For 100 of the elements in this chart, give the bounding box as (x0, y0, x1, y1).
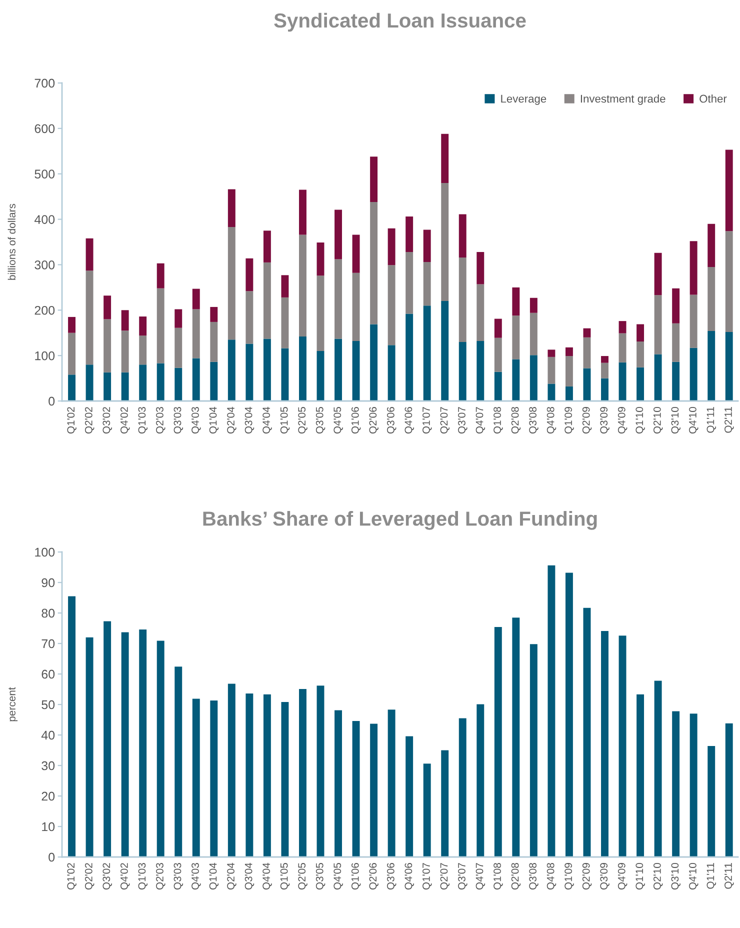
x-tick-label: Q1'04 (209, 862, 219, 890)
bar (104, 621, 112, 857)
bar (139, 316, 147, 336)
chart-title: Syndicated Loan Issuance (274, 12, 526, 32)
bar (281, 297, 289, 348)
bar (228, 189, 236, 228)
bar (228, 340, 236, 401)
bar (263, 338, 271, 401)
y-tick-label: 70 (42, 639, 55, 648)
bar (299, 234, 306, 336)
y-tick-label: 40 (41, 730, 55, 740)
y-tick-label: 50 (42, 700, 55, 710)
y-axis-title: billions of dollars (8, 204, 16, 280)
bar (494, 372, 502, 401)
bar (192, 288, 200, 310)
x-tick-label: Q2'02 (84, 863, 94, 890)
bar (423, 764, 431, 857)
bar (618, 321, 626, 334)
bar (406, 216, 414, 252)
bar (441, 301, 449, 401)
x-tick-label: Q3'07 (458, 863, 468, 890)
y-tick-label: 100 (35, 548, 55, 557)
x-tick-label: Q4'03 (192, 407, 201, 434)
bar (388, 710, 396, 857)
bar (246, 694, 254, 857)
bar (423, 306, 431, 401)
bar (583, 368, 591, 401)
bar (583, 328, 591, 338)
x-tick-label: Q3'06 (386, 407, 396, 434)
bar (263, 262, 271, 339)
x-tick-label: Q1'08 (494, 863, 503, 890)
bar (86, 637, 94, 857)
bar (263, 230, 271, 262)
x-tick-label: Q2'05 (298, 406, 308, 434)
x-tick-label: Q1'05 (280, 862, 290, 890)
x-tick-label: Q3'07 (458, 407, 468, 434)
bar (86, 364, 94, 401)
bar (725, 231, 733, 332)
bar (618, 333, 626, 362)
bar (352, 234, 360, 273)
bar (476, 341, 484, 401)
bar (530, 298, 538, 313)
x-tick-label: Q1'11 (706, 407, 716, 433)
x-tick-label: Q1'07 (422, 407, 432, 434)
bar (156, 363, 164, 401)
bar (512, 618, 520, 857)
y-tick-label: 10 (42, 822, 55, 832)
y-tick-label: 0 (48, 852, 55, 862)
bar (530, 644, 538, 857)
bar (210, 306, 218, 322)
bar (192, 698, 200, 857)
x-tick-label: Q2'08 (511, 863, 521, 890)
bar (299, 336, 306, 401)
x-tick-label: Q3'06 (386, 863, 396, 890)
x-tick-label: Q2'07 (440, 863, 450, 890)
x-tick-label: Q4'04 (262, 406, 272, 434)
bar (104, 296, 112, 320)
bar (334, 710, 342, 857)
bar (156, 263, 164, 288)
bar (601, 362, 608, 378)
bar (565, 386, 573, 401)
bar (601, 356, 608, 363)
bar (174, 368, 182, 401)
bar (636, 367, 644, 401)
bar (654, 354, 662, 401)
bar (68, 332, 76, 375)
bar (370, 324, 378, 401)
bar (458, 214, 466, 258)
bar (458, 718, 466, 857)
legend-label: Investment grade (580, 94, 666, 105)
bar (708, 224, 716, 267)
bar (388, 345, 396, 401)
x-tick-label: Q3'10 (671, 862, 680, 890)
x-tick-label: Q2'05 (298, 862, 308, 890)
bar (281, 702, 289, 857)
x-tick-label: Q3'02 (102, 863, 112, 890)
bar (565, 347, 573, 356)
bar (530, 312, 538, 356)
bar (494, 627, 502, 857)
bar (68, 316, 76, 333)
x-tick-label: Q1'11 (706, 863, 716, 889)
bar (725, 332, 733, 401)
bar (565, 572, 573, 857)
x-tick-label: Q1'03 (138, 863, 148, 890)
bar (476, 252, 484, 284)
x-tick-label: Q4'05 (334, 862, 343, 890)
bar (654, 680, 662, 857)
bar (192, 358, 200, 401)
x-tick-label: Q1'09 (564, 863, 574, 890)
bar (512, 316, 520, 360)
x-tick-label: Q1'10 (636, 862, 645, 890)
bar (601, 630, 608, 857)
chart-title: Banks’ Share of Leveraged Loan Funding (203, 511, 597, 530)
bar (583, 337, 591, 368)
x-tick-label: Q1'06 (351, 407, 361, 434)
x-tick-label: Q2'03 (156, 407, 166, 434)
x-tick-label: Q2'06 (369, 863, 378, 890)
bar (548, 356, 556, 384)
x-tick-label: Q4'10 (689, 862, 698, 890)
y-tick-label: 200 (34, 306, 55, 315)
